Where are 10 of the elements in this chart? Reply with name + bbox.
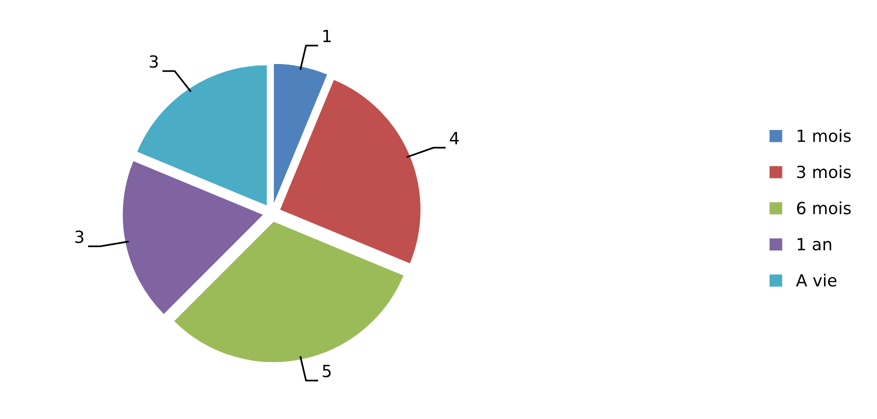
legend-label: A vie [796,274,836,287]
legend-label: 1 an [798,238,832,250]
data-label: 1 [323,30,331,42]
data-label: 3 [75,230,84,244]
data-label: 4 [450,132,459,144]
legend-label: 6 mois [797,201,851,214]
legend-label: 1 mois [798,129,851,142]
legend-label: 3 mois [797,165,851,178]
data-label: 3 [150,55,158,68]
data-label: 5 [322,364,331,378]
